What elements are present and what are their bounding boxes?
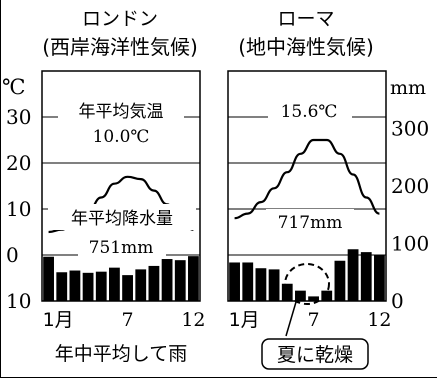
right-axis-ticks: 300 200 100 0 [391, 117, 429, 314]
rome-plot-frame [227, 70, 387, 302]
rome-precip-bar [281, 283, 293, 301]
right-axis-unit: mm [390, 77, 426, 99]
rome-precip-bar [268, 269, 280, 301]
london-precip-value-box [78, 234, 166, 258]
rome-precip-bar [242, 262, 254, 301]
left-tick-label: 30 [6, 105, 31, 129]
london-plot-frame [41, 70, 201, 302]
london-precip-bar [82, 272, 94, 301]
right-tick-label: 300 [391, 117, 429, 141]
right-tick-label: 100 [391, 232, 429, 256]
left-tick-label: 20 [6, 151, 31, 175]
rome-precip-bar [321, 290, 333, 301]
london-precip-bar [174, 260, 186, 301]
rome-precip-value: 717mm [278, 213, 343, 233]
rome-temperature-line [234, 138, 380, 220]
london-temp-label: 年平均気温 [79, 102, 164, 122]
rome-precip-bar [360, 252, 372, 301]
rome-precip-bar [255, 268, 267, 301]
rome-precip-value-box [266, 209, 354, 233]
london-precip-bar [188, 256, 199, 301]
london-precip-bar [148, 265, 160, 301]
left-tick-label: 0 [6, 243, 19, 267]
london-caption: 年中平均して雨 [55, 343, 187, 365]
rome-month-tick-label: 12 [367, 309, 391, 331]
london-temp-value: 10.0℃ [93, 127, 150, 147]
rome-caption: 夏に乾燥 [277, 344, 353, 366]
london-temp-value-box [68, 123, 174, 147]
callout-pointer [285, 301, 297, 337]
rome-temp-value: 15.6℃ [281, 102, 338, 122]
rome-chart-panel: 1月 7 12 [227, 70, 392, 331]
summer-dry-highlight [284, 263, 330, 305]
london-climate-type: (西岸海洋性気候) [42, 35, 198, 59]
rome-caption-box [261, 338, 369, 370]
london-precip-bar [95, 271, 107, 301]
london-precip-bar [109, 267, 120, 301]
rome-climate-type: (地中海性気候) [238, 35, 374, 59]
london-precip-bar [69, 270, 81, 301]
rome-precip-bar [229, 262, 240, 301]
left-tick-label: 10 [6, 289, 31, 313]
london-title: ロンドン [82, 8, 158, 30]
london-precip-value: 751mm [89, 238, 154, 258]
rome-temp-value-box [268, 98, 352, 122]
rome-month-tick-label: 7 [308, 309, 320, 331]
rome-precip-bar [295, 290, 306, 301]
left-axis-unit: ℃ [2, 75, 26, 99]
left-axis-ticks: 30 20 10 0 10 [6, 105, 31, 313]
right-tick-label: 0 [391, 289, 404, 313]
rome-precip-bar [334, 260, 346, 301]
rome-month-tick-label: 1月 [229, 309, 260, 331]
rome-precip-bar [374, 255, 385, 301]
rome-precip-bar [347, 249, 359, 301]
london-month-tick-label: 12 [181, 309, 205, 331]
london-month-tick-label: 7 [122, 309, 134, 331]
london-temp-label-box [58, 98, 184, 122]
london-precip-bar [43, 256, 54, 301]
left-tick-label: 10 [6, 197, 31, 221]
london-precip-label-box [48, 204, 196, 230]
rome-title: ローマ [277, 8, 334, 30]
london-precip-label: 年平均降水量 [71, 209, 173, 229]
london-precip-bar [122, 275, 133, 301]
london-month-tick-label: 1月 [43, 309, 74, 331]
london-precip-bar [135, 269, 147, 301]
london-precip-bar [56, 272, 68, 301]
london-precip-bar [161, 259, 173, 301]
right-tick-label: 200 [391, 174, 429, 198]
rome-precip-bar [308, 296, 319, 301]
